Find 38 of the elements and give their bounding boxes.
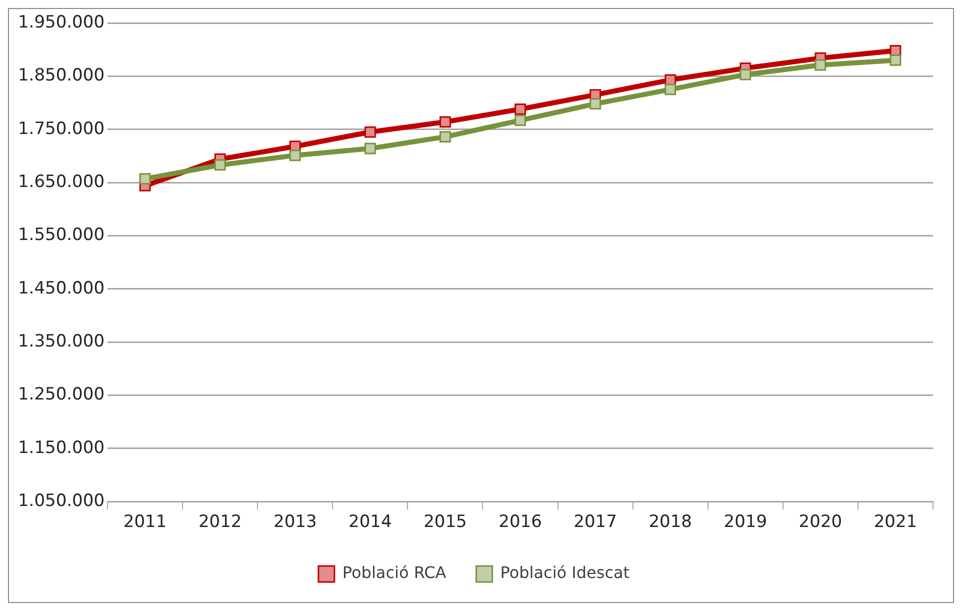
legend-label: Població RCA xyxy=(342,563,446,582)
legend-label: Població Idescat xyxy=(500,563,630,582)
y-tick-label: 1.050.000 xyxy=(18,491,105,512)
x-tick-label: 2016 xyxy=(498,512,542,532)
y-tick-label: 1.550.000 xyxy=(18,225,105,246)
point xyxy=(440,131,451,142)
point xyxy=(514,114,526,126)
point xyxy=(214,159,226,171)
x-tick-label: 2011 xyxy=(123,512,167,532)
point xyxy=(514,103,526,115)
y-tick-label: 1.350.000 xyxy=(18,331,105,352)
x-tick-label: 2012 xyxy=(198,512,242,532)
x-tick-label: 2019 xyxy=(724,512,768,532)
y-tick-label: 1.850.000 xyxy=(18,66,105,86)
x-tick-label: 2017 xyxy=(574,512,617,532)
x-tick-label: 2021 xyxy=(874,512,918,532)
point xyxy=(364,126,376,138)
point xyxy=(664,84,676,96)
y-tick-label: 1.950.000 xyxy=(18,12,105,32)
y-tick-label: 1.250.000 xyxy=(18,384,105,405)
y-tick-label: 1.750.000 xyxy=(18,118,105,139)
x-tick-label: 2013 xyxy=(273,512,317,532)
point xyxy=(364,142,376,154)
point xyxy=(289,150,301,162)
y-tick-label: 1.650.000 xyxy=(18,172,105,192)
y-tick-label: 1.150.000 xyxy=(18,438,105,458)
x-tick-label: 2020 xyxy=(798,512,842,532)
point xyxy=(664,74,676,86)
point xyxy=(590,98,602,110)
point xyxy=(814,59,826,71)
y-tick-label: 1.450.000 xyxy=(18,278,105,298)
point xyxy=(890,54,902,66)
point xyxy=(139,173,151,185)
x-tick-label: 2018 xyxy=(648,512,692,532)
x-tick-label: 2015 xyxy=(424,512,467,532)
point xyxy=(440,116,451,128)
x-tick-label: 2014 xyxy=(348,512,392,532)
point xyxy=(740,68,752,80)
